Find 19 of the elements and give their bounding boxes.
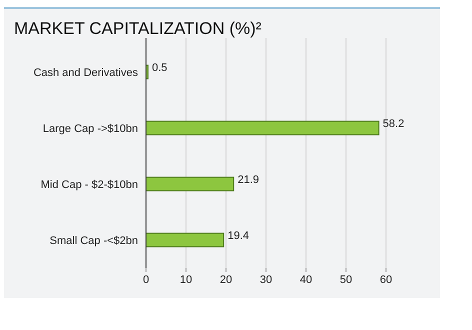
x-tick-label: 40 [300, 274, 312, 286]
bar [146, 232, 224, 248]
x-tick-label: 20 [220, 274, 232, 286]
data-label: 19.4 [228, 230, 250, 242]
x-tick-label: 30 [260, 274, 272, 286]
x-tick-label: 10 [180, 274, 192, 286]
chart-title: MARKET CAPITALIZATION (%)² [14, 19, 262, 38]
y-tick-label: Large Cap ->$10bn [42, 123, 138, 135]
data-label: 58.2 [382, 118, 404, 130]
y-tick-label: Small Cap -<$2bn [50, 235, 138, 247]
x-tick-label: 50 [340, 274, 352, 286]
bar [146, 176, 234, 192]
y-tick-label: Mid Cap - $2-$10bn [40, 179, 138, 191]
x-tick-label: 0 [142, 274, 150, 286]
data-label: 21.9 [238, 174, 260, 186]
y-tick-label: Cash and Derivatives [33, 67, 138, 79]
bar [146, 120, 380, 136]
x-tick-label: 60 [380, 274, 392, 286]
data-label: 0.5 [152, 62, 168, 74]
